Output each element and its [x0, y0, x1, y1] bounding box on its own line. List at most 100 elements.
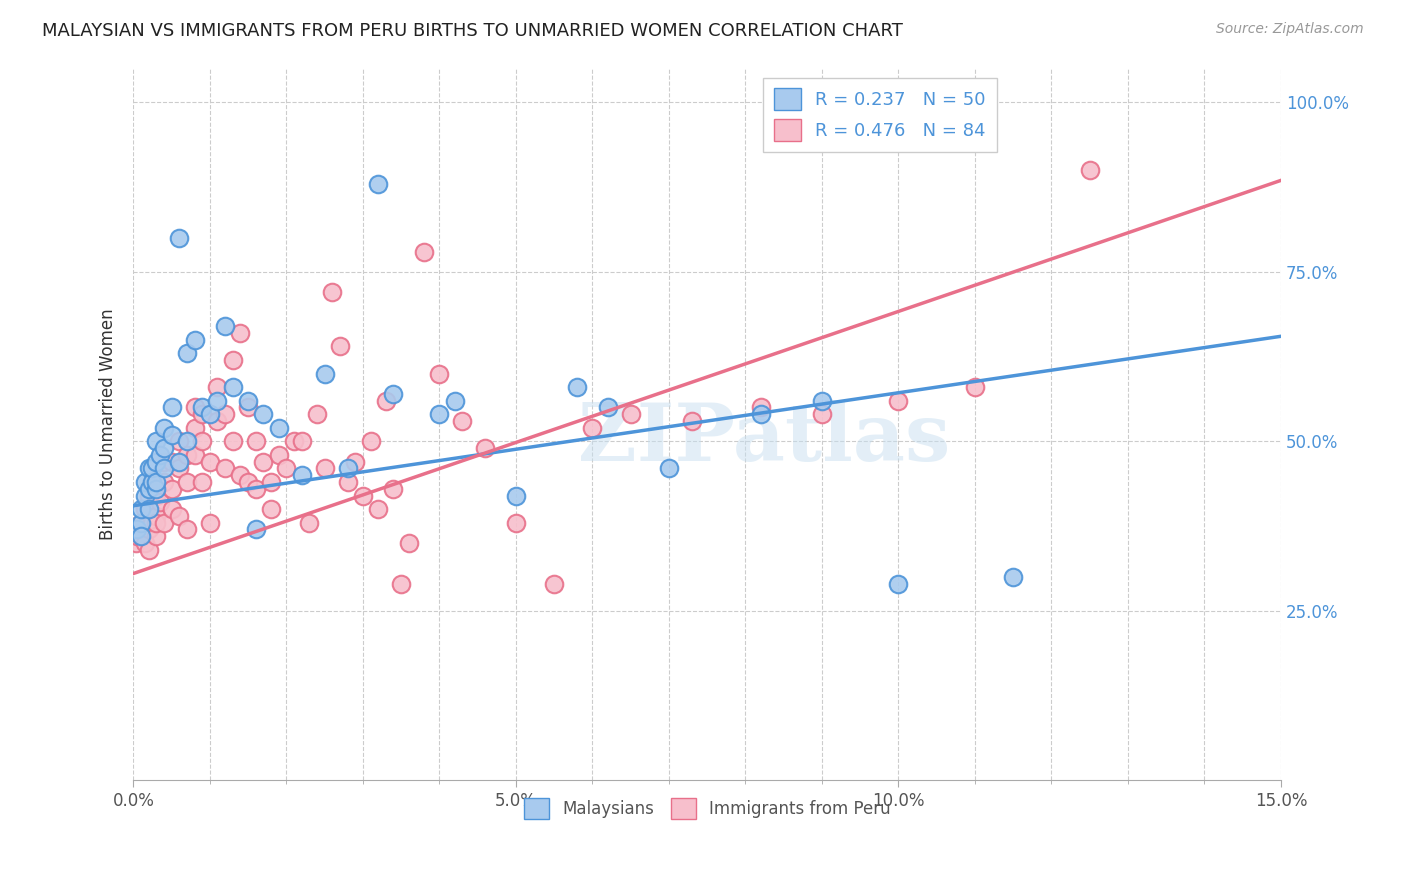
Point: [236, 393, 259, 408]
Point: [505, 489, 527, 503]
Point: [367, 177, 389, 191]
Point: [360, 434, 382, 449]
Point: [382, 387, 405, 401]
Point: [176, 475, 198, 489]
Point: [1078, 163, 1101, 178]
Point: [283, 434, 305, 449]
Point: [145, 455, 167, 469]
Point: [145, 508, 167, 523]
Point: [963, 380, 986, 394]
Point: [236, 401, 259, 415]
Point: [145, 475, 167, 489]
Point: [176, 523, 198, 537]
Point: [167, 231, 190, 245]
Point: [229, 468, 252, 483]
Point: [811, 407, 834, 421]
Point: [129, 529, 152, 543]
Point: [291, 468, 314, 483]
Point: [145, 482, 167, 496]
Point: [138, 523, 160, 537]
Point: [352, 489, 374, 503]
Point: [398, 536, 420, 550]
Point: [149, 495, 172, 509]
Point: [129, 523, 152, 537]
Point: [229, 326, 252, 340]
Point: [167, 455, 190, 469]
Point: [314, 461, 336, 475]
Legend: Malaysians, Immigrants from Peru: Malaysians, Immigrants from Peru: [517, 792, 897, 825]
Point: [252, 407, 274, 421]
Point: [596, 401, 619, 415]
Point: [127, 529, 149, 543]
Point: [214, 319, 236, 334]
Point: [443, 393, 465, 408]
Point: [382, 482, 405, 496]
Point: [329, 339, 352, 353]
Point: [141, 475, 163, 489]
Point: [149, 448, 172, 462]
Point: [160, 427, 183, 442]
Point: [336, 461, 359, 475]
Point: [141, 475, 163, 489]
Point: [198, 516, 221, 530]
Point: [134, 502, 156, 516]
Point: [138, 502, 160, 516]
Point: [141, 516, 163, 530]
Point: [267, 421, 290, 435]
Point: [321, 285, 343, 300]
Point: [138, 489, 160, 503]
Point: [129, 502, 152, 516]
Point: [167, 508, 190, 523]
Point: [374, 393, 396, 408]
Point: [427, 367, 450, 381]
Point: [145, 529, 167, 543]
Point: [543, 576, 565, 591]
Point: [134, 475, 156, 489]
Point: [427, 407, 450, 421]
Point: [129, 516, 152, 530]
Point: [167, 434, 190, 449]
Point: [176, 346, 198, 360]
Text: Source: ZipAtlas.com: Source: ZipAtlas.com: [1216, 22, 1364, 37]
Point: [291, 434, 314, 449]
Point: [207, 380, 229, 394]
Point: [160, 401, 183, 415]
Point: [153, 455, 176, 469]
Point: [183, 448, 205, 462]
Point: [134, 536, 156, 550]
Point: [153, 441, 176, 455]
Point: [160, 482, 183, 496]
Point: [658, 461, 681, 475]
Point: [581, 421, 603, 435]
Point: [222, 380, 245, 394]
Point: [191, 401, 214, 415]
Point: [413, 244, 436, 259]
Point: [191, 434, 214, 449]
Point: [145, 434, 167, 449]
Point: [176, 448, 198, 462]
Point: [1002, 570, 1025, 584]
Point: [245, 523, 267, 537]
Point: [141, 461, 163, 475]
Point: [749, 401, 772, 415]
Point: [134, 489, 156, 503]
Point: [344, 455, 367, 469]
Point: [474, 441, 496, 455]
Point: [565, 380, 588, 394]
Y-axis label: Births to Unmarried Women: Births to Unmarried Women: [100, 309, 117, 541]
Point: [620, 407, 643, 421]
Point: [236, 475, 259, 489]
Point: [207, 393, 229, 408]
Point: [267, 448, 290, 462]
Point: [138, 542, 160, 557]
Point: [129, 529, 152, 543]
Point: [276, 461, 298, 475]
Point: [207, 414, 229, 428]
Point: [336, 475, 359, 489]
Point: [887, 393, 910, 408]
Point: [153, 516, 176, 530]
Point: [160, 502, 183, 516]
Point: [451, 414, 474, 428]
Point: [298, 516, 321, 530]
Point: [198, 455, 221, 469]
